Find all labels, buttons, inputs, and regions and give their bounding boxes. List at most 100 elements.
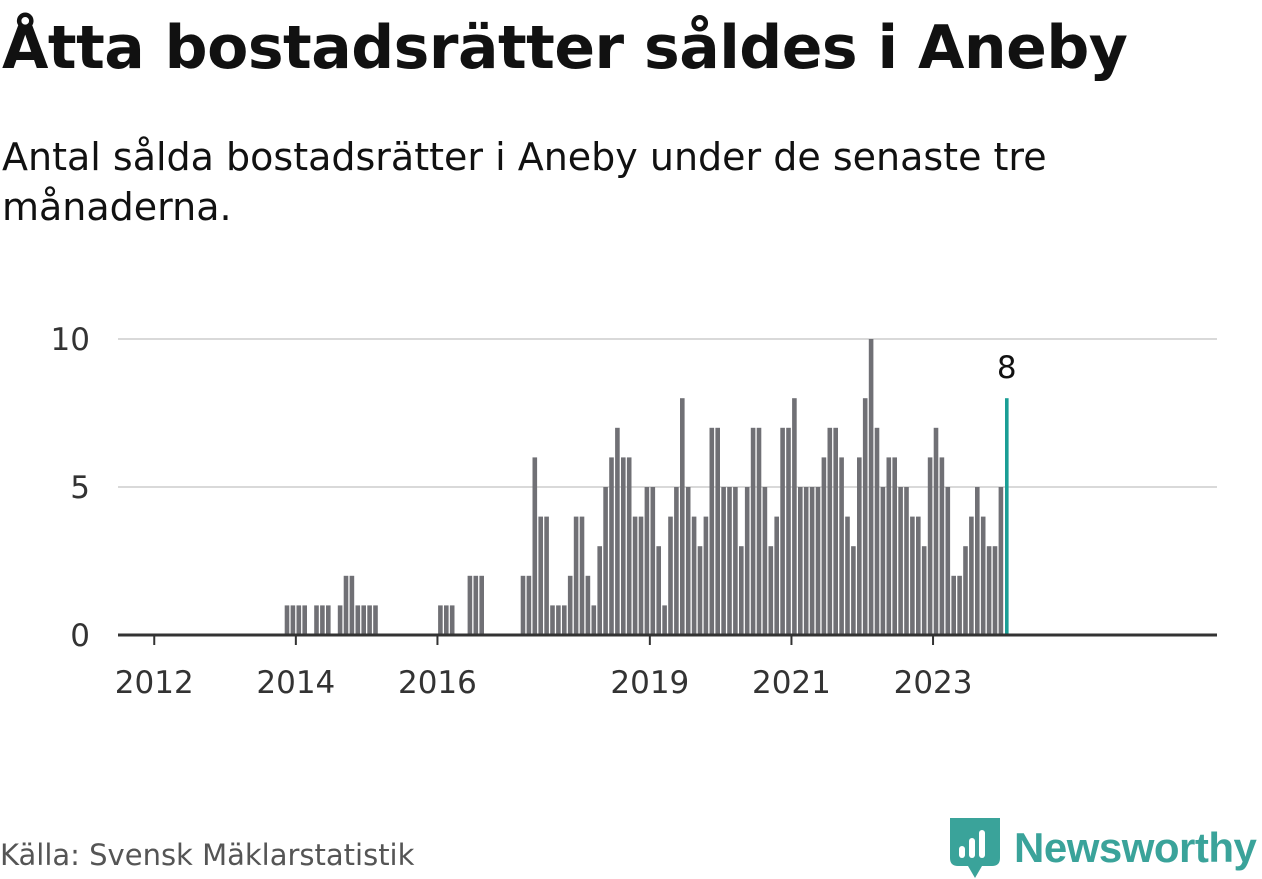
bar <box>550 605 555 635</box>
bar <box>691 516 697 635</box>
chart-title: Åtta bostadsrätter såldes i Aneby <box>2 13 1128 83</box>
bar <box>762 487 768 635</box>
bar <box>632 516 638 635</box>
bar <box>355 605 361 635</box>
bar <box>697 546 703 635</box>
bar <box>573 516 579 635</box>
bar <box>862 398 868 635</box>
bar <box>709 427 715 635</box>
bar <box>579 516 585 635</box>
bar <box>945 487 951 635</box>
bar <box>314 605 319 635</box>
bar <box>809 487 815 635</box>
bar <box>733 487 738 635</box>
y-tick-label: 5 <box>70 470 90 506</box>
bar <box>567 575 573 635</box>
bar <box>750 427 756 635</box>
bar <box>916 516 921 635</box>
bar <box>780 427 785 635</box>
brand-name: Newsworthy <box>1014 824 1257 871</box>
bar <box>845 516 850 635</box>
bar <box>373 605 378 635</box>
x-tick-label: 2014 <box>256 665 335 701</box>
bar <box>744 487 750 635</box>
bar <box>868 339 874 635</box>
bar <box>880 487 886 635</box>
bar <box>821 457 827 635</box>
bar <box>585 575 591 635</box>
bar <box>792 398 797 635</box>
bar <box>597 546 602 635</box>
bar <box>739 546 744 635</box>
x-axis: 2012 2014 2016 2019 2021 2023 <box>115 635 973 701</box>
bar <box>367 605 372 635</box>
bar <box>438 605 443 635</box>
bar <box>833 427 838 635</box>
bar-highlight <box>1005 398 1009 635</box>
bar <box>326 605 331 635</box>
bar <box>444 605 449 635</box>
bar <box>998 487 1004 635</box>
bar <box>290 605 296 635</box>
bar <box>798 487 803 635</box>
bar <box>609 457 614 635</box>
bar <box>680 398 685 635</box>
bar <box>963 546 968 635</box>
x-tick-label: 2023 <box>894 665 973 701</box>
bar <box>957 575 962 635</box>
bar <box>626 457 632 635</box>
y-tick-label: 0 <box>70 618 90 654</box>
grid-lines <box>118 338 1217 488</box>
bar <box>662 605 667 635</box>
bar <box>815 487 821 635</box>
bar <box>337 605 343 635</box>
bar <box>874 427 880 635</box>
bar <box>538 516 543 635</box>
bar <box>910 516 915 635</box>
bar <box>591 605 597 635</box>
bar <box>857 457 862 635</box>
bar <box>703 516 709 635</box>
bar <box>650 487 656 635</box>
bar <box>803 487 809 635</box>
bar <box>951 575 956 635</box>
y-axis: 0 5 10 <box>51 322 90 654</box>
bar <box>927 457 933 635</box>
bar <box>320 605 325 635</box>
bar <box>992 546 998 635</box>
bar <box>361 605 366 635</box>
bar <box>715 427 720 635</box>
bar <box>939 457 945 635</box>
bar <box>886 457 892 635</box>
bar <box>302 605 307 635</box>
bar <box>839 457 844 635</box>
bar-chart: 0 5 10 2012 2014 2016 2019 2021 2023 8 <box>51 322 1217 701</box>
bar <box>727 487 732 635</box>
bar <box>933 427 939 635</box>
bar <box>756 427 762 635</box>
x-tick-label: 2012 <box>115 665 194 701</box>
bar <box>898 487 903 635</box>
bar <box>532 457 538 635</box>
bar <box>827 427 833 635</box>
bar <box>786 427 791 635</box>
bar <box>544 516 549 635</box>
bar <box>969 516 974 635</box>
newsworthy-logo-icon <box>950 818 1000 878</box>
x-tick-label: 2019 <box>610 665 689 701</box>
bar <box>668 516 673 635</box>
bar <box>638 516 644 635</box>
bar <box>904 487 909 635</box>
highlight-value-label: 8 <box>997 350 1017 386</box>
bar <box>774 516 779 635</box>
bar <box>721 487 726 635</box>
bar <box>674 487 679 635</box>
source-note: Källa: Svensk Mäklarstatistik <box>0 838 415 872</box>
bar <box>921 546 927 635</box>
bar <box>975 487 980 635</box>
bar <box>562 605 567 635</box>
bar <box>479 575 484 635</box>
bar <box>892 457 897 635</box>
bar <box>343 575 349 635</box>
bars <box>284 339 1009 635</box>
